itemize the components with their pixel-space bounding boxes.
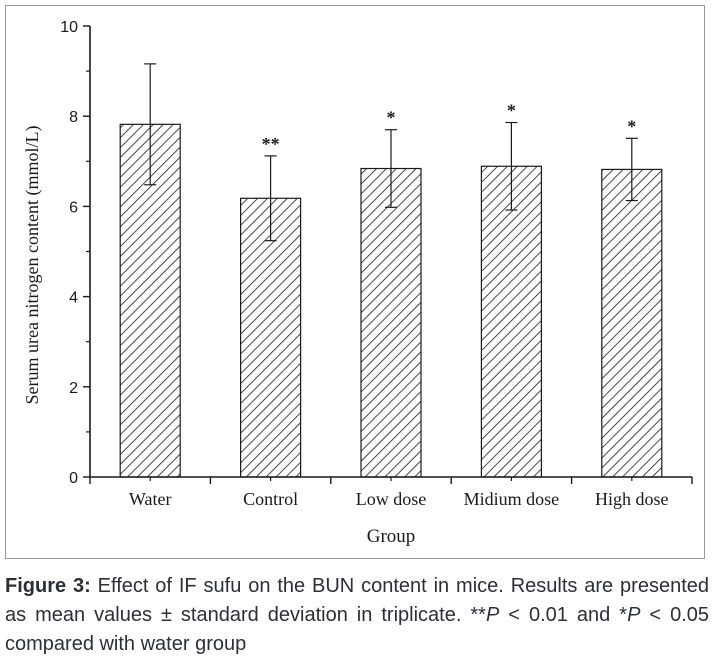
caption-text-1: Effect of IF sufu on the BUN content in … [5,575,710,626]
bar [601,168,663,478]
y-tick-label: 6 [69,199,78,216]
significance-layer: *** ** [262,101,637,154]
bar [480,165,542,478]
significance-marker: ** [262,134,280,154]
y-tick-label: 2 [69,380,78,397]
x-tick-label: Water [129,489,172,509]
y-axis-label: Serum urea nitrogen content (mmol/L) [22,126,43,405]
significance-marker: * [387,108,396,128]
y-tick-label: 4 [69,290,78,307]
caption-text-3: < 0.05 compared with water group [5,604,710,655]
bars-layer [119,123,663,478]
x-tick-label: Midium dose [464,489,560,509]
significance-marker: * [507,101,516,121]
caption-p-symbol-2: P [627,604,641,626]
error-bars-layer [144,63,638,242]
y-tick-label: 8 [69,109,78,126]
bar [360,167,422,478]
x-tick-label: Control [243,489,298,509]
x-axis-label: Group [367,526,416,547]
x-tick-label: Low dose [356,489,427,509]
caption-text-2: < 0.01 and * [499,604,628,626]
caption-p-symbol-1: P [485,604,500,626]
y-tick-label: 10 [60,19,78,36]
significance-marker: * [627,116,636,136]
x-tick-label: High dose [595,489,669,509]
y-tick-label: 0 [69,470,78,487]
axes-layer: 0 2 4 6 8 10 Water Control Low dose Midium dose Hi… [60,19,693,509]
labels-layer: Group Serum urea nitrogen content (mmol/… [22,126,415,547]
caption-label: Figure 3: [5,575,91,597]
figure-caption: Figure 3: Effect of IF sufu on the BUN c… [5,572,709,659]
